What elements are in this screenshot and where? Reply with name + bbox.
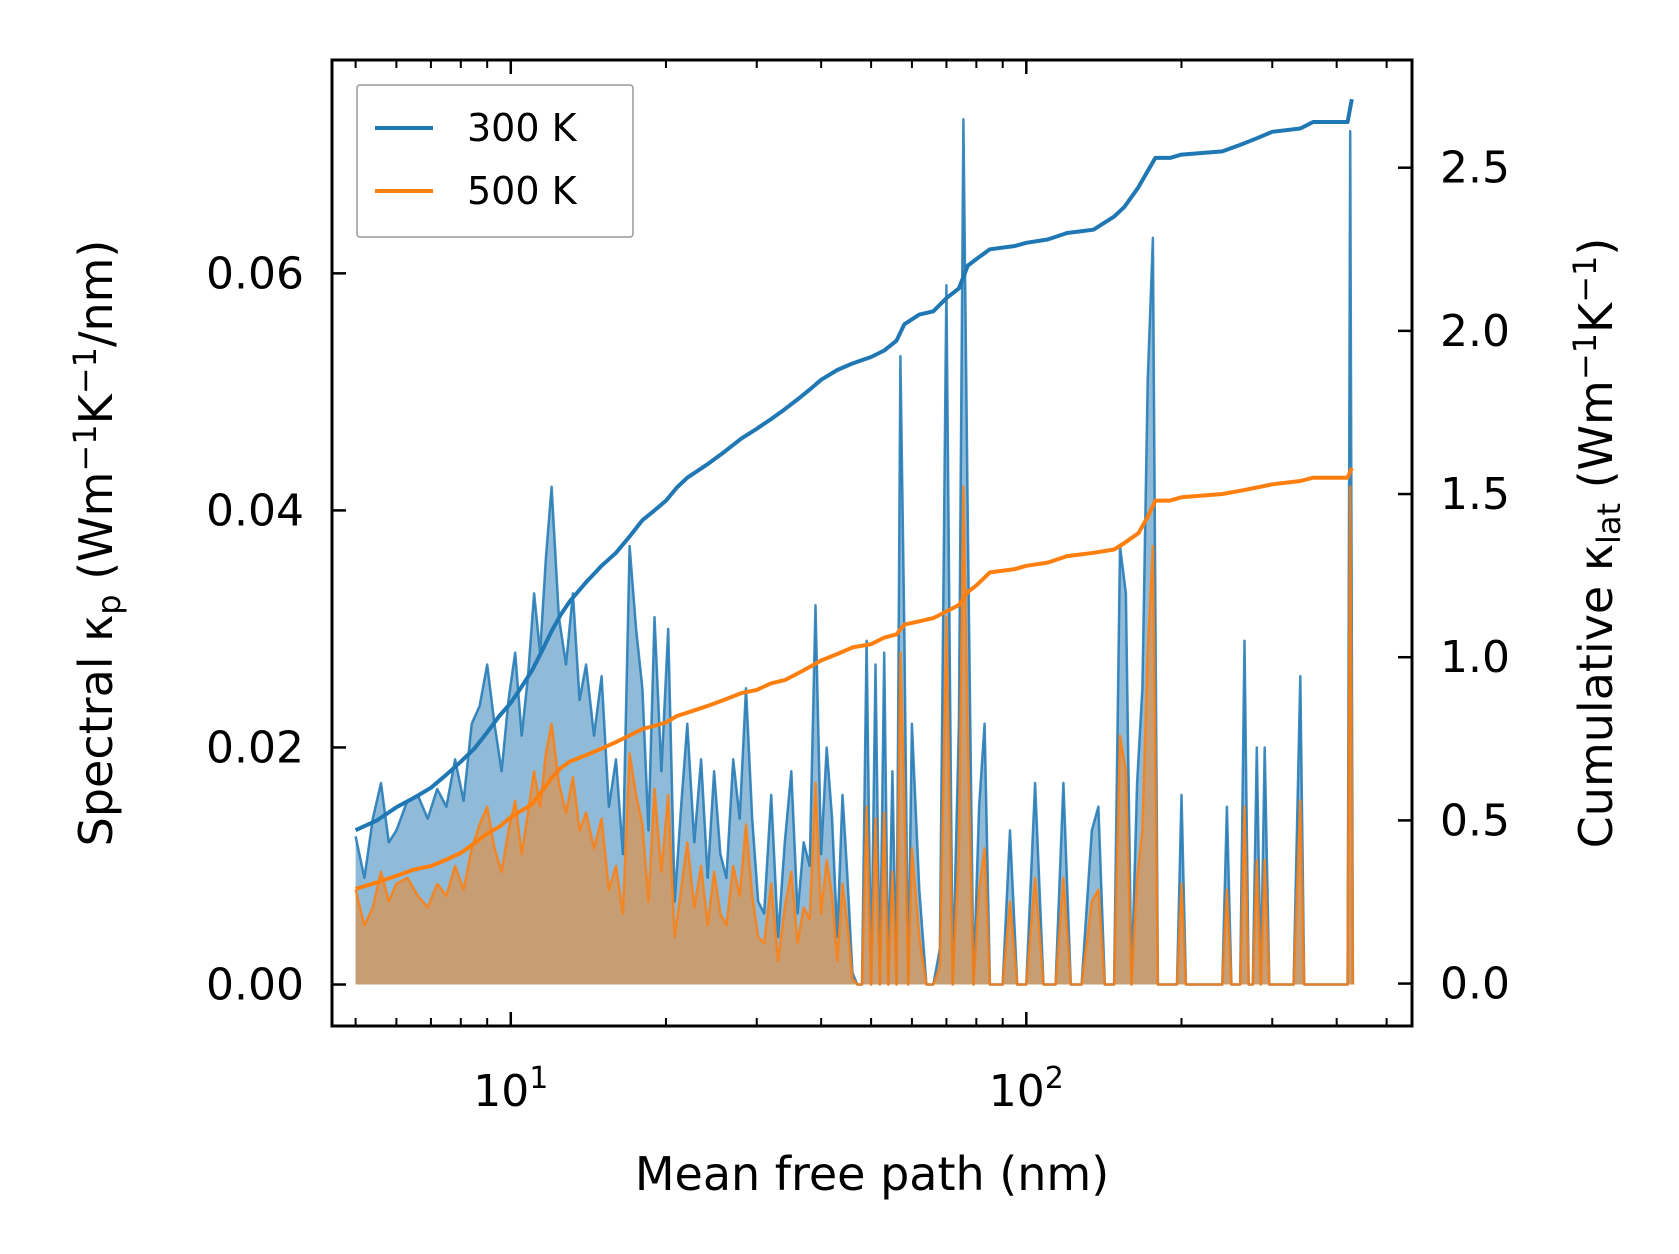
x-tick-label: 102 [989,1061,1064,1117]
x-axis-label: Mean free path (nm) [635,1147,1109,1201]
cumulative-series-layer [354,98,1354,891]
y-left-tick-label: 0.00 [206,960,304,1011]
legend: 300 K 500 K [356,84,634,238]
legend-label-500k: 500 K [467,169,578,213]
y-right-tick-label: 1.0 [1440,632,1510,683]
spectral-area-300k [355,119,1353,985]
y-right-tick-label: 2.0 [1440,306,1510,357]
cumulative-line-300k [354,98,1354,833]
y-right-tick-label: 0.0 [1440,959,1510,1010]
y-left-tick-label: 0.02 [206,722,304,773]
legend-label-300k: 300 K [467,106,578,150]
y-axis-left-label: Spectral κp (Wm−1K−1/nm) [66,240,128,847]
spectral-series-layer [354,118,1355,986]
y-right-tick-label: 0.5 [1440,795,1510,846]
y-right-tick-label: 2.5 [1440,143,1510,194]
y-right-tick-label: 1.5 [1440,469,1510,520]
spectral-line-500k [354,485,1355,986]
ticks-layer: 101 102 0.00 0.02 0.04 0.06 0.0 0.5 1.0 1.5 2.0 2.5 [206,60,1510,1117]
y-left-tick-label: 0.06 [206,248,304,299]
y-left-tick-label: 0.04 [206,485,304,536]
cumulative-line-500k [355,467,1354,891]
legend-frame [356,84,634,238]
x-tick-label: 101 [473,1061,548,1117]
